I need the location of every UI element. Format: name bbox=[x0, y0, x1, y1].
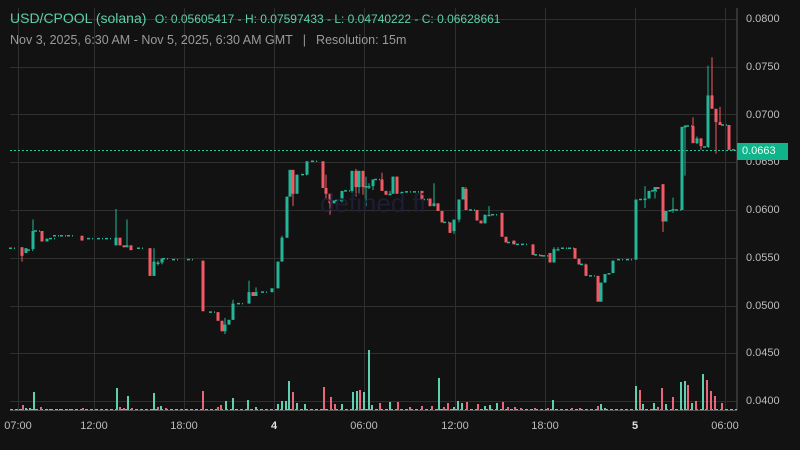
y-tick-label: 0.0700 bbox=[746, 108, 780, 121]
separator: | bbox=[302, 33, 307, 47]
x-tick-label: 12:00 bbox=[441, 420, 469, 432]
x-tick-label: 06:00 bbox=[350, 420, 378, 432]
x-tick-label: 18:00 bbox=[531, 420, 559, 432]
x-tick-label: 06:00 bbox=[711, 420, 739, 432]
pair-title: USD/CPOOL (solana) bbox=[10, 10, 147, 26]
watermark: defined.fi bbox=[320, 188, 426, 218]
date-range: Nov 3, 2025, 6:30 AM - Nov 5, 2025, 6:30… bbox=[10, 33, 293, 47]
y-tick-label: 0.0600 bbox=[746, 204, 780, 216]
x-tick-label: 18:00 bbox=[170, 420, 198, 432]
volume-bars bbox=[10, 350, 737, 410]
ohlc-summary: O: 0.05605417 - H: 0.07597433 - L: 0.047… bbox=[154, 12, 501, 26]
last-price-tag: 0.0663 bbox=[737, 143, 788, 160]
x-tick-label: 4 bbox=[270, 420, 278, 432]
y-tick-label: 0.0750 bbox=[746, 60, 780, 73]
y-tick-label: 0.0450 bbox=[746, 347, 780, 360]
y-tick-label: 0.0500 bbox=[746, 299, 780, 312]
grid-lines bbox=[10, 8, 737, 410]
chart-header: USD/CPOOL (solana) O: 0.05605417 - H: 0.… bbox=[10, 10, 500, 28]
y-tick-label: 0.0550 bbox=[746, 251, 780, 264]
x-tick-label: 07:00 bbox=[4, 420, 32, 432]
resolution: Resolution: 15m bbox=[316, 33, 407, 47]
candles bbox=[9, 57, 738, 335]
y-tick-label: 0.0400 bbox=[746, 395, 780, 407]
x-tick-label: 5 bbox=[631, 420, 639, 432]
chart-subheader: Nov 3, 2025, 6:30 AM - Nov 5, 2025, 6:30… bbox=[10, 33, 406, 47]
x-tick-label: 12:00 bbox=[80, 420, 108, 432]
y-tick-label: 0.0800 bbox=[746, 13, 780, 25]
